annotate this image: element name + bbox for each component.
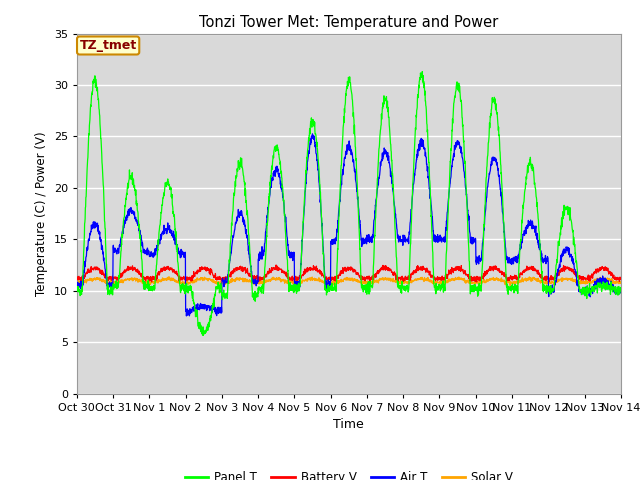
Air T bbox=[584, 287, 592, 293]
Panel T bbox=[570, 230, 577, 236]
Solar V bbox=[225, 280, 232, 286]
Solar V bbox=[365, 280, 372, 286]
Battery V bbox=[73, 276, 81, 281]
Air T bbox=[508, 257, 515, 263]
Battery V bbox=[508, 276, 515, 281]
Battery V bbox=[365, 276, 372, 282]
Solar V bbox=[507, 280, 515, 286]
Panel T bbox=[584, 286, 592, 291]
Battery V bbox=[272, 262, 280, 268]
X-axis label: Time: Time bbox=[333, 418, 364, 431]
Solar V bbox=[73, 279, 81, 285]
Line: Solar V: Solar V bbox=[77, 277, 621, 286]
Solar V bbox=[506, 283, 514, 288]
Line: Battery V: Battery V bbox=[77, 265, 621, 282]
Y-axis label: Temperature (C) / Power (V): Temperature (C) / Power (V) bbox=[35, 132, 48, 296]
Panel T bbox=[365, 282, 372, 288]
Solar V bbox=[617, 280, 625, 286]
Panel T bbox=[225, 266, 232, 272]
Line: Panel T: Panel T bbox=[77, 72, 621, 336]
Air T bbox=[570, 261, 577, 266]
Battery V bbox=[376, 268, 384, 274]
Text: TZ_tmet: TZ_tmet bbox=[79, 39, 137, 52]
Solar V bbox=[570, 279, 577, 285]
Solar V bbox=[376, 276, 384, 282]
Panel T bbox=[376, 127, 384, 133]
Panel T bbox=[200, 333, 207, 338]
Air T bbox=[617, 288, 625, 294]
Legend: Panel T, Battery V, Air T, Solar V: Panel T, Battery V, Air T, Solar V bbox=[180, 466, 518, 480]
Air T bbox=[308, 131, 316, 137]
Air T bbox=[377, 163, 385, 168]
Line: Air T: Air T bbox=[77, 134, 621, 316]
Title: Tonzi Tower Met: Temperature and Power: Tonzi Tower Met: Temperature and Power bbox=[199, 15, 499, 30]
Battery V bbox=[473, 279, 481, 285]
Battery V bbox=[584, 272, 592, 278]
Battery V bbox=[617, 275, 625, 281]
Panel T bbox=[73, 287, 81, 292]
Battery V bbox=[225, 273, 232, 279]
Air T bbox=[182, 313, 190, 319]
Air T bbox=[365, 232, 372, 238]
Panel T bbox=[419, 69, 426, 74]
Air T bbox=[225, 268, 232, 274]
Solar V bbox=[525, 274, 533, 280]
Panel T bbox=[617, 287, 625, 292]
Air T bbox=[73, 285, 81, 291]
Panel T bbox=[508, 288, 515, 294]
Battery V bbox=[570, 269, 577, 275]
Solar V bbox=[584, 280, 592, 286]
